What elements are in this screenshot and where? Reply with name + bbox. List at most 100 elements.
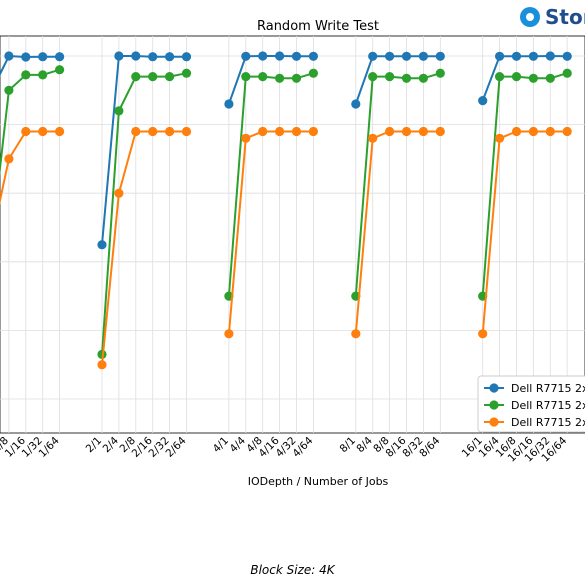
data-point [148,126,158,137]
x-tick-label: 8/64 [417,434,442,459]
data-point [258,51,268,61]
data-point [562,126,572,137]
data-point [545,73,555,83]
data-point [478,96,488,106]
x-axis-label: IODepth / Number of Jobs [248,475,389,488]
data-point [435,68,445,78]
data-point [351,329,361,339]
data-point [258,126,268,137]
data-point [224,99,234,109]
data-point [165,52,175,62]
legend-marker [489,417,499,427]
data-point [435,126,445,137]
legend-marker [489,400,499,410]
logo-icon [520,7,540,27]
legend: Dell R7715 2x Dell R7715 2x Dell R7715 2x [477,375,585,433]
data-point [165,72,175,82]
data-point [114,106,124,116]
data-point [511,51,522,61]
data-point [435,51,445,61]
data-point [181,126,192,137]
legend-label: Dell R7715 2x [511,382,585,395]
data-point [495,72,505,82]
data-point [97,240,107,250]
data-point [308,126,318,137]
series-layer [0,51,572,370]
data-point [368,51,378,61]
data-point [275,51,285,61]
x-tick-label: 4/64 [290,434,315,459]
data-point [241,133,251,143]
data-point [241,51,251,61]
data-point [97,349,107,359]
data-point [528,73,539,83]
data-point [385,126,395,137]
storage-review-logo: Stora [520,5,585,29]
data-point [511,126,522,137]
data-point [21,126,31,137]
x-tick-label: 1/8 [0,435,11,455]
data-point [241,72,251,82]
data-point [401,73,412,83]
data-point [55,126,65,137]
data-point [545,51,555,61]
data-point [55,52,65,62]
data-point [55,65,65,75]
data-point [351,99,361,109]
data-point [291,51,302,61]
data-point [38,52,48,62]
data-point [385,51,395,61]
data-point [418,126,428,137]
data-point [131,72,141,82]
x-tick-label: 1/64 [37,434,62,459]
legend-marker [489,383,499,393]
data-point [258,72,268,82]
chart-title: Random Write Test [257,19,379,34]
data-point [38,70,48,80]
data-point [38,126,48,137]
data-point [368,72,378,82]
data-point [308,68,318,78]
legend-box [477,375,585,433]
data-point [224,329,234,339]
x-tick-label: 2/64 [163,434,188,459]
data-point [418,51,428,61]
data-point [478,329,488,339]
data-point [401,51,412,61]
data-point [97,360,107,370]
logo-text: Stora [545,5,585,29]
data-point [528,126,539,137]
data-point [385,72,395,82]
data-point [401,126,412,137]
data-point [562,51,572,61]
data-point [131,51,141,61]
data-point [4,85,14,95]
data-point [418,73,428,83]
data-point [165,126,175,137]
data-point [21,70,31,80]
data-point [21,52,31,62]
data-point [308,51,318,61]
data-point [495,133,505,143]
x-tick-labels: 1/41/81/161/321/642/12/42/82/162/322/644… [0,434,570,464]
data-point [114,51,124,61]
data-point [291,73,302,83]
series-2 [0,126,572,370]
data-point [528,51,539,61]
data-point [4,51,14,61]
data-point [4,154,14,164]
data-point [131,126,141,137]
series-0 [0,51,572,250]
data-point [275,126,285,137]
data-point [181,52,192,62]
data-point [495,51,505,61]
series-1 [0,65,572,359]
data-point [275,73,285,83]
data-point [511,72,522,82]
data-point [148,52,158,62]
data-point [114,188,124,198]
legend-label: Dell R7715 2x [511,416,585,429]
data-point [291,126,302,137]
data-point [181,68,192,78]
